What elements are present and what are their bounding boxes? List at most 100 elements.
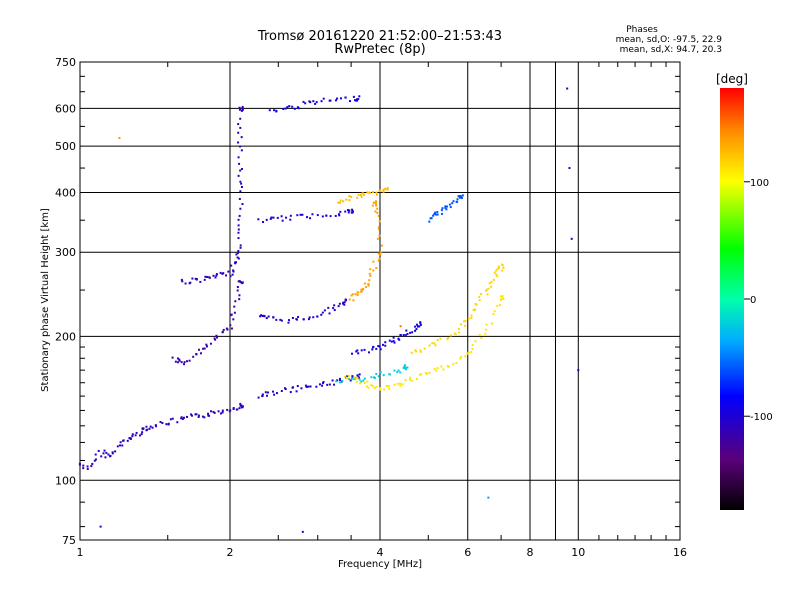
data-point <box>237 156 240 159</box>
data-point <box>478 333 481 336</box>
data-point <box>327 306 330 309</box>
data-point <box>140 433 143 436</box>
data-point <box>184 282 187 285</box>
data-point <box>275 318 278 321</box>
data-point <box>291 386 294 389</box>
data-point <box>436 367 439 370</box>
data-point <box>236 285 239 288</box>
data-point <box>406 332 409 335</box>
data-point <box>289 391 292 394</box>
data-point <box>348 298 351 301</box>
data-point <box>203 347 206 350</box>
data-point <box>343 303 346 306</box>
data-point <box>325 214 328 217</box>
data-point <box>240 182 243 185</box>
data-point <box>449 334 452 337</box>
data-point <box>326 383 329 386</box>
data-point <box>272 316 275 319</box>
data-point <box>314 102 317 105</box>
data-point <box>366 380 369 383</box>
data-point <box>478 299 481 302</box>
data-point <box>103 449 106 452</box>
data-point <box>360 193 363 196</box>
data-point <box>371 385 374 388</box>
data-point <box>449 206 452 209</box>
data-point <box>404 364 407 367</box>
data-point <box>149 425 152 428</box>
data-point <box>485 323 488 326</box>
data-point <box>415 323 418 326</box>
data-point <box>570 237 573 240</box>
data-point <box>495 273 498 276</box>
data-point <box>388 373 391 376</box>
data-point <box>442 368 445 371</box>
chart-subtitle: RwPretec (8p) <box>334 42 425 57</box>
chart-title: Tromsø 20161220 21:52:00–21:53:43 <box>257 29 502 44</box>
data-point <box>380 244 383 247</box>
y-tick-label: 100 <box>55 474 76 487</box>
data-point <box>344 96 347 99</box>
data-point <box>308 316 311 319</box>
data-point <box>436 213 439 216</box>
data-point <box>353 99 356 102</box>
data-point <box>472 309 475 312</box>
data-point <box>375 267 378 270</box>
data-point <box>356 294 359 297</box>
data-point <box>392 336 395 339</box>
data-point <box>241 203 244 206</box>
data-point <box>261 393 264 396</box>
data-point <box>237 231 240 234</box>
data-point <box>419 321 422 324</box>
data-point <box>368 279 371 282</box>
data-point <box>382 190 385 193</box>
colorbar: [deg] 100 0 -100 <box>716 72 773 510</box>
data-point <box>502 266 505 269</box>
data-point <box>122 439 125 442</box>
data-point <box>355 377 358 380</box>
data-point <box>354 293 357 296</box>
data-point <box>215 273 218 276</box>
stats-line-o: mean, sd,O: -97.5, 22.9 <box>616 35 723 45</box>
data-point <box>343 301 346 304</box>
data-point <box>194 277 197 280</box>
data-point <box>240 185 243 188</box>
data-point <box>370 376 373 379</box>
data-point <box>231 273 234 276</box>
data-point <box>344 298 347 301</box>
data-point <box>233 311 236 314</box>
data-point <box>342 301 345 304</box>
data-point <box>370 384 373 387</box>
data-point <box>208 276 211 279</box>
data-point <box>470 317 473 320</box>
data-point <box>375 204 378 207</box>
grid-lines <box>80 62 680 540</box>
data-point <box>399 371 402 374</box>
data-point <box>428 344 431 347</box>
data-point <box>195 353 198 356</box>
data-point <box>232 318 235 321</box>
x-axis-label: Frequency [MHz] <box>338 559 422 570</box>
data-point <box>116 445 119 448</box>
data-point <box>159 420 162 423</box>
data-point <box>357 98 360 101</box>
x-tick-label: 4 <box>377 546 384 559</box>
data-point <box>205 345 208 348</box>
data-point <box>501 269 504 272</box>
data-point <box>496 275 499 278</box>
data-point <box>474 340 477 343</box>
data-point <box>460 195 463 198</box>
data-point <box>410 351 413 354</box>
data-point <box>485 289 488 292</box>
data-point <box>191 277 194 280</box>
x-tick-label: 2 <box>227 546 234 559</box>
data-point <box>239 207 242 210</box>
data-point <box>367 386 370 389</box>
data-point <box>457 327 460 330</box>
data-point <box>369 191 372 194</box>
data-point <box>348 100 351 103</box>
data-point <box>464 324 467 327</box>
data-point <box>387 385 390 388</box>
colorbar-tick-label: -100 <box>750 412 773 423</box>
data-point <box>316 315 319 318</box>
data-point <box>378 189 381 192</box>
